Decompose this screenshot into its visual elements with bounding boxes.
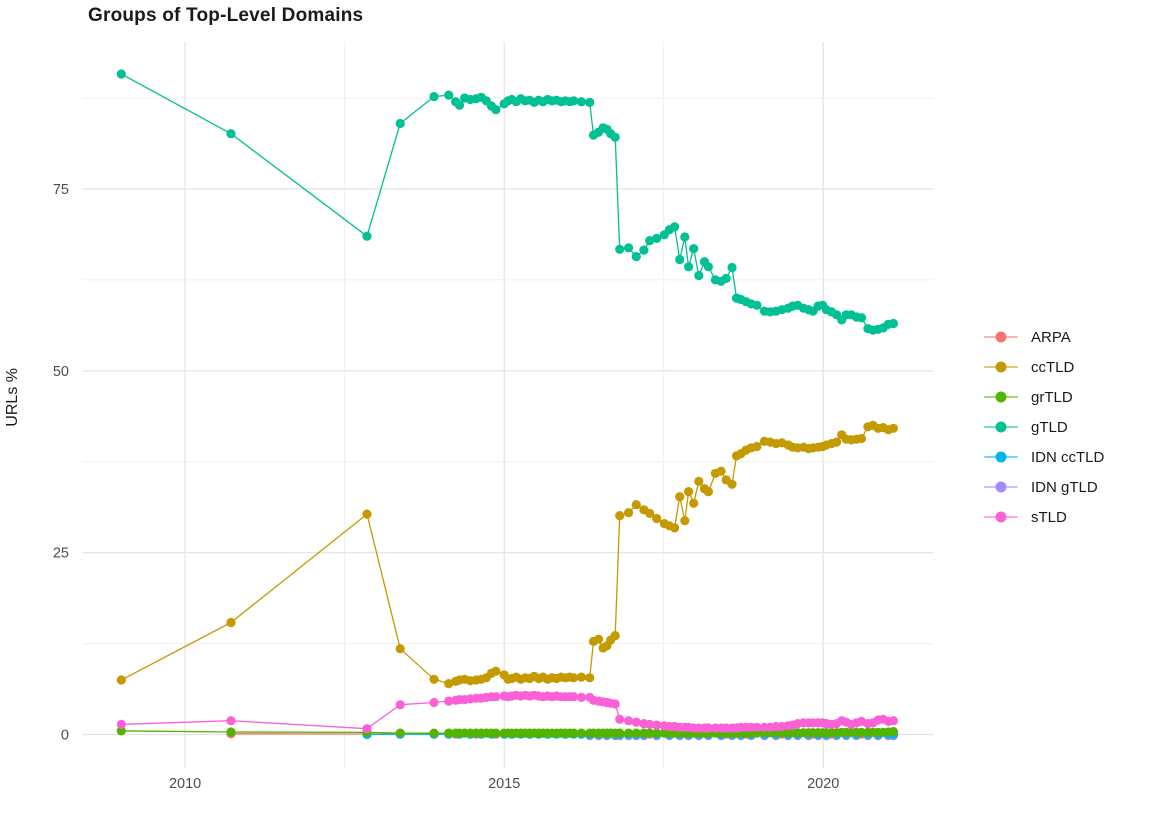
legend-label-gTLD: gTLD	[1031, 418, 1068, 436]
legend-key-icon-ccTLD	[984, 361, 1018, 374]
svg-text:2015: 2015	[488, 776, 520, 792]
svg-text:25: 25	[53, 546, 69, 562]
svg-text:2020: 2020	[807, 776, 839, 792]
legend-label-IDN-ccTLD: IDN ccTLD	[1031, 448, 1105, 466]
svg-text:2010: 2010	[169, 776, 201, 792]
series-gTLD	[116, 69, 899, 335]
legend-key-icon-IDN-gTLD	[984, 481, 1018, 494]
legend: ARPA ccTLD grTLD gTLD IDN ccTLD IDN gTLD sTLD	[984, 322, 1104, 532]
legend-label-ARPA: ARPA	[1031, 328, 1071, 346]
legend-key-icon-gTLD	[984, 421, 1018, 434]
legend-label-IDN-gTLD: IDN gTLD	[1031, 478, 1098, 496]
legend-item-IDN-ccTLD: IDN ccTLD	[984, 442, 1104, 472]
chart-title: Groups of Top-Level Domains	[88, 5, 364, 26]
svg-text:75: 75	[53, 182, 69, 198]
legend-key-icon-sTLD	[984, 511, 1018, 524]
legend-key-icon-grTLD	[984, 391, 1018, 404]
legend-key-icon-IDN-ccTLD	[984, 451, 1018, 464]
x-tick-labels: 2010 2015 2020	[169, 776, 839, 792]
y-tick-labels: 0 25 50 75	[53, 182, 69, 744]
series-sTLD	[116, 690, 899, 734]
legend-item-ccTLD: ccTLD	[984, 352, 1104, 382]
gridlines-minor	[83, 42, 933, 768]
svg-text:0: 0	[61, 728, 69, 744]
legend-label-sTLD: sTLD	[1031, 508, 1067, 526]
legend-item-ARPA: ARPA	[984, 322, 1104, 352]
legend-item-grTLD: grTLD	[984, 382, 1104, 412]
svg-text:50: 50	[53, 364, 69, 380]
legend-key-icon-ARPA	[984, 331, 1018, 344]
legend-item-gTLD: gTLD	[984, 412, 1104, 442]
legend-item-sTLD: sTLD	[984, 502, 1104, 532]
gridlines-major	[83, 42, 933, 768]
series-ccTLD	[116, 420, 899, 689]
legend-item-IDN-gTLD: IDN gTLD	[984, 472, 1104, 502]
legend-label-grTLD: grTLD	[1031, 388, 1073, 406]
legend-label-ccTLD: ccTLD	[1031, 358, 1075, 376]
